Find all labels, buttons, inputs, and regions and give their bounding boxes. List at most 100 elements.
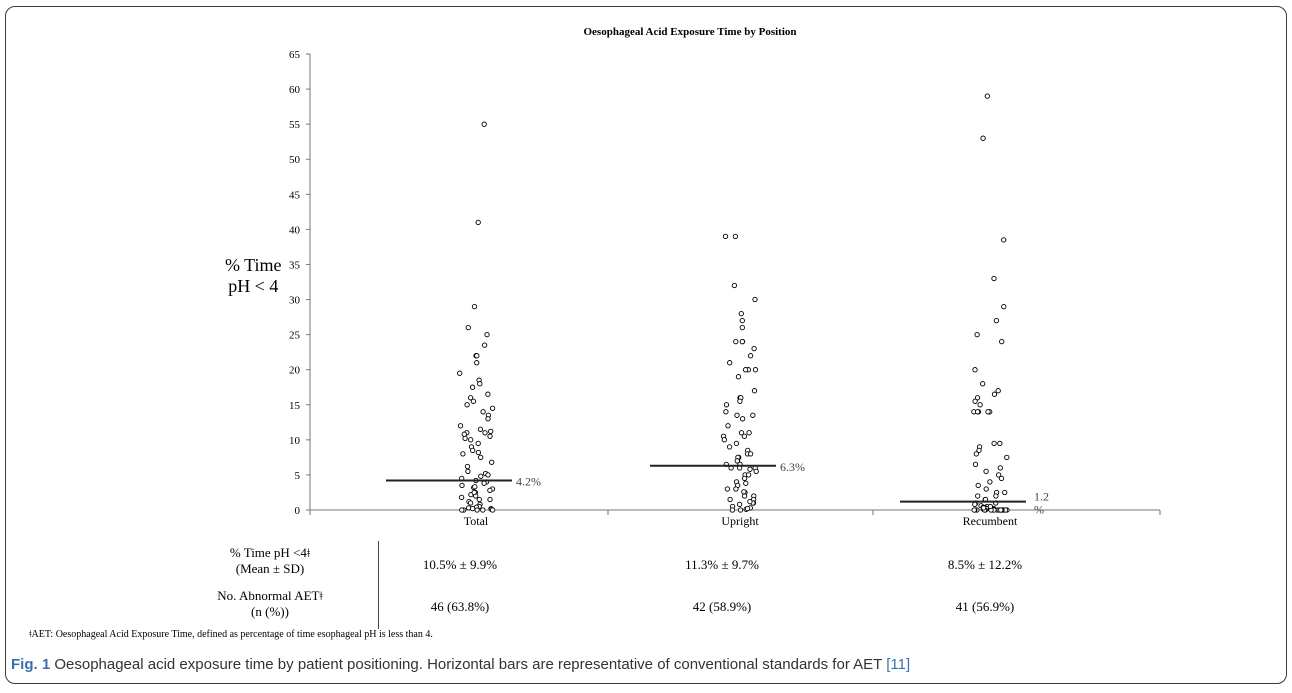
data-point — [485, 391, 491, 397]
data-point — [457, 423, 464, 429]
caption-reference-link[interactable]: [11] — [886, 656, 911, 673]
data-point — [997, 440, 1003, 447]
data-point — [738, 430, 745, 436]
data-point — [973, 451, 979, 457]
caption-fig-label: Fig. 1 — [11, 656, 51, 673]
y-tick-label: 30 — [289, 295, 301, 307]
data-point — [721, 437, 727, 443]
data-point — [750, 412, 756, 418]
data-point — [741, 475, 748, 482]
figure-caption: Fig. 1 Oesophageal acid exposure time by… — [11, 656, 1286, 673]
data-point — [485, 416, 491, 422]
data-point — [723, 402, 730, 408]
data-point — [737, 398, 743, 404]
y-tick-label: 0 — [295, 505, 301, 517]
data-point — [971, 507, 977, 513]
y-tick-label: 20 — [289, 365, 301, 377]
data-point — [477, 426, 484, 432]
data-point — [465, 468, 471, 475]
data-point — [987, 503, 994, 510]
data-point — [729, 507, 736, 513]
stats-row-1-label-line-2: (Mean ± SD) — [235, 561, 305, 576]
data-point — [745, 472, 752, 478]
y-tick-label: 35 — [289, 259, 301, 271]
y-tick-label: 40 — [289, 224, 301, 236]
data-point — [734, 458, 740, 464]
axes: 0 5 10 15 20 25 30 35 40 45 50 55 60 65 Total Upright Re… — [289, 49, 1161, 528]
data-point — [480, 507, 486, 513]
data-point — [487, 433, 493, 439]
y-tick-label: 15 — [289, 400, 301, 412]
data-point — [747, 466, 753, 472]
y-tick-label: 25 — [289, 330, 301, 342]
data-point — [999, 338, 1005, 345]
data-point — [457, 370, 463, 376]
data-point — [975, 493, 981, 499]
data-point — [476, 496, 482, 503]
stats-row-1-label-line-1: % Time pH <4ǂ — [229, 545, 311, 560]
data-point — [995, 388, 1001, 394]
data-point — [991, 440, 997, 447]
y-axis-label: % Time pH < 4 — [225, 255, 282, 297]
data-point — [984, 93, 990, 99]
data-point — [727, 360, 733, 366]
data-points — [457, 93, 1010, 513]
data-point — [487, 487, 493, 494]
data-point — [995, 472, 1002, 478]
data-point — [972, 398, 978, 404]
y-tick-label: 50 — [289, 154, 301, 166]
data-point — [474, 353, 480, 359]
reference-label-recumbent-line-1: 1.2 — [1034, 490, 1049, 504]
stats-row-2-label-line-1: No. Abnormal AETǂ — [217, 588, 323, 603]
data-point — [481, 342, 488, 348]
stats-row-1-total: 10.5% ± 9.9% — [422, 557, 498, 572]
data-point — [465, 324, 471, 331]
data-point — [459, 482, 465, 489]
data-point — [460, 451, 466, 457]
data-point — [976, 447, 982, 454]
data-point — [991, 391, 998, 397]
data-point — [487, 496, 493, 503]
data-point — [741, 433, 748, 439]
data-point — [733, 338, 739, 345]
data-point — [1001, 237, 1007, 243]
data-point — [741, 489, 747, 495]
stats-row-2-recumbent: 41 (56.9%) — [955, 599, 1015, 614]
data-point — [972, 461, 979, 468]
data-point — [974, 395, 981, 401]
data-point — [752, 296, 758, 303]
data-point — [747, 498, 753, 505]
data-point — [751, 388, 758, 394]
data-point — [993, 493, 999, 499]
data-point — [732, 233, 739, 240]
data-point — [462, 435, 468, 442]
data-point — [752, 367, 759, 373]
y-axis-label-line-2: pH < 4 — [228, 276, 279, 296]
data-point — [484, 331, 490, 338]
data-point — [469, 505, 476, 512]
data-point — [975, 482, 981, 489]
stats-row-1-label: % Time pH <4ǂ (Mean ± SD) — [170, 545, 370, 577]
reference-label-total: 4.2% — [516, 475, 541, 489]
data-point — [726, 444, 733, 450]
stats-row-1-upright: 11.3% ± 9.7% — [685, 557, 759, 572]
reference-label-recumbent-line-2: % — [1034, 503, 1044, 517]
x-tick-label-recumbent: Recumbent — [963, 514, 1018, 528]
data-point — [722, 233, 729, 240]
data-point — [488, 428, 494, 435]
data-point — [459, 507, 465, 513]
data-point — [980, 135, 986, 141]
data-point — [458, 494, 465, 501]
data-point — [972, 367, 978, 373]
data-point — [478, 473, 484, 479]
data-point — [474, 360, 480, 366]
stats-row-1-recumbent: 8.5% ± 12.2% — [947, 557, 1023, 572]
data-point — [477, 381, 483, 387]
data-point — [747, 451, 754, 457]
data-point — [980, 381, 986, 387]
y-axis-label-line-1: % Time — [225, 255, 282, 275]
stats-table-divider — [378, 541, 379, 629]
data-point — [474, 507, 480, 513]
data-point — [741, 493, 748, 499]
